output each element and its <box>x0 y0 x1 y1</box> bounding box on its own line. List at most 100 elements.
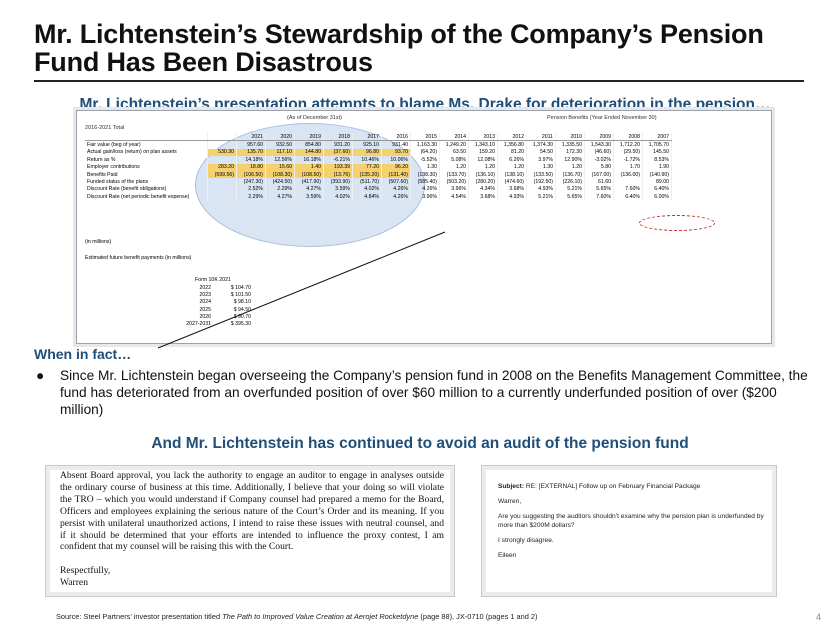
pension-table: 2021 2020 2019 2018 2017 2016 2015 2014 2013 2012… <box>85 133 672 201</box>
table-cell: 6.26% <box>497 156 527 164</box>
red-annotation-circle <box>639 215 715 231</box>
table-cell: 4.26% <box>410 185 440 194</box>
row-label: Employer contributions <box>85 163 208 171</box>
table-cell: (280.20) <box>468 178 498 186</box>
table-cell: (108.50) <box>294 170 324 179</box>
letter-text-block: Absent Board approval, you lack the auth… <box>60 470 444 589</box>
table-cell: 957.60 <box>236 140 266 149</box>
row-total <box>207 193 237 201</box>
page-title: Mr. Lichtenstein’s Stewardship of the Co… <box>34 19 764 77</box>
table-cell: (140.90) <box>642 170 672 179</box>
table-cell: (46.60) <box>584 148 614 157</box>
table-cell: 2.29% <box>236 193 266 201</box>
table-cell <box>613 178 643 186</box>
year-header-cell: 2016 <box>381 133 411 142</box>
year-header-row: 2021 2020 2019 2018 2017 2016 2015 2014 2013 2012… <box>85 133 672 142</box>
page-number: 4 <box>816 612 822 622</box>
year-header-cell: 2010 <box>555 133 585 142</box>
bullet-text: Since Mr. Lichtenstein began overseeing … <box>60 368 808 417</box>
email-greeting: Warren, <box>498 498 522 505</box>
letter-signature: Warren <box>60 577 88 589</box>
section-heading-audit: And Mr. Lichtenstein has continued to av… <box>151 435 689 452</box>
email-body: Are you suggesting the auditors shouldn’… <box>498 513 764 529</box>
table-cell: 1,705.70 <box>642 140 672 149</box>
table-cell: (108.30) <box>265 170 295 179</box>
sheet-box-header: (As of December 31st) <box>287 115 343 121</box>
table-row: Fair value (beg of year) 957.60 932.50 854.… <box>85 140 672 149</box>
table-cell: 3.96% <box>439 185 469 194</box>
row-label: Return as % <box>85 156 208 164</box>
year-header-cell: 2012 <box>497 133 527 142</box>
table-cell: 931.40 <box>381 140 411 149</box>
row-total: 530.30 <box>207 148 237 157</box>
table-cell: 63.50 <box>439 148 469 157</box>
table-cell: 14.18% <box>236 156 266 164</box>
table-cell: (138.10) <box>497 170 527 179</box>
year-header-cell: 2014 <box>439 133 469 142</box>
row-total <box>207 185 237 194</box>
table-cell: 931.20 <box>323 140 353 149</box>
table-cell: (13.76) <box>323 170 353 179</box>
table-cell: -6.21% <box>323 156 353 164</box>
table-row: Actual gain/loss (return) on plan assets… <box>85 148 672 157</box>
table-cell: 3.68% <box>468 193 498 201</box>
table-cell: 77.20 <box>352 163 382 171</box>
table-cell: 1.20 <box>468 163 498 171</box>
table-cell: (106.50) <box>236 170 266 179</box>
sheet-pension-header: Pension Benefits (Year Ended November 30… <box>547 115 657 121</box>
table-cell: (64.20) <box>410 148 440 157</box>
row-label: Benefits Paid <box>85 170 208 179</box>
year-header-cell: 2011 <box>526 133 556 142</box>
table-cell: 135.70 <box>236 148 266 157</box>
table-row: Return as % 14.18% 12.56% 16.18% -6.21% 10.46… <box>85 156 672 164</box>
table-cell: -1.72% <box>613 156 643 164</box>
future-payment-row: 2026 $ 90.70 <box>199 313 251 320</box>
table-cell: 4.84% <box>352 193 382 201</box>
table-cell: 8.53% <box>642 156 672 164</box>
table-cell: (511.70) <box>352 178 382 186</box>
table-cell: 54.50 <box>526 148 556 157</box>
table-cell: 6.40% <box>613 193 643 201</box>
table-cell: 89.00 <box>642 178 672 186</box>
table-cell: 96.20 <box>381 163 411 171</box>
sheet-total-header: 2016-2021 Total <box>85 125 125 131</box>
table-cell: 10.46% <box>352 156 382 164</box>
table-cell: 7.60% <box>584 193 614 201</box>
future-payments-label: Estimated future benefit payments (in mi… <box>85 255 192 261</box>
table-cell: 1,163.30 <box>410 140 440 149</box>
table-cell: 10.06% <box>381 156 411 164</box>
table-cell: 117.10 <box>265 148 295 157</box>
table-cell: (417.90) <box>294 178 324 186</box>
source-prefix: Source: Steel Partners’ investor present… <box>56 612 223 621</box>
table-cell: 1,356.80 <box>497 140 527 149</box>
table-cell: 6.00% <box>642 193 672 201</box>
table-cell: 4.02% <box>323 193 353 201</box>
table-cell: 2.29% <box>265 185 295 194</box>
table-cell: 6.40% <box>642 185 672 194</box>
table-cell: (585.40) <box>410 178 440 186</box>
future-payment-row: 2024 $ 98.10 <box>199 299 251 306</box>
table-cell: 3.96% <box>410 193 440 201</box>
table-cell: 159.20 <box>468 148 498 157</box>
year-header-cell: 2009 <box>584 133 614 142</box>
table-cell: 5.08% <box>439 156 469 164</box>
table-cell: (226.10) <box>555 178 585 186</box>
table-cell: 4.27% <box>265 193 295 201</box>
table-cell: (133.50) <box>526 170 556 179</box>
table-row: Discount Rate (benefit obligations) 2.52%… <box>85 185 672 194</box>
source-footnote: Source: Steel Partners’ investor present… <box>56 612 538 621</box>
bullet-dot-icon: ● <box>36 368 45 383</box>
table-cell: 854.80 <box>294 140 324 149</box>
year-header-cell: 2013 <box>468 133 498 142</box>
table-cell: 81.20 <box>497 148 527 157</box>
future-payment-row: 2025 $ 94.50 <box>199 306 251 313</box>
table-cell: (393.90) <box>323 178 353 186</box>
year-header-cell: 2007 <box>642 133 672 142</box>
row-total <box>207 156 237 164</box>
table-cell: 145.50 <box>642 148 672 157</box>
row-label: Discount Rate (net periodic benefit expe… <box>85 193 208 201</box>
year-header-cell: 2008 <box>613 133 643 142</box>
table-cell: (507.60) <box>381 178 411 186</box>
spreadsheet-excerpt: 2016-2021 Total (As of December 31st) Pe… <box>76 110 772 344</box>
table-cell: 144.80 <box>294 148 324 157</box>
